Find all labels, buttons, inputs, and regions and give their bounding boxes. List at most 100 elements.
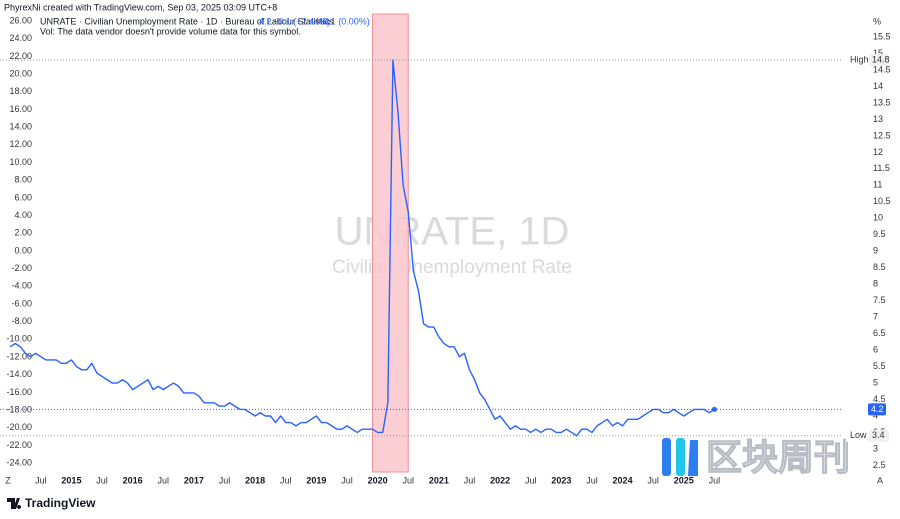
- x-tick-label: Jul: [341, 475, 353, 485]
- low-badge-bg: [869, 429, 889, 442]
- y-tick-label: -6.00: [11, 298, 32, 308]
- y-tick-label: 4.00: [14, 210, 32, 220]
- credit: PhyrexNi created with TradingView.com, S…: [4, 2, 277, 12]
- x-tick-label: 2025: [674, 475, 694, 485]
- y2-unit: %: [873, 16, 881, 26]
- y-tick-label: 14.00: [9, 122, 32, 132]
- series-line: [9, 59, 715, 437]
- x-tick-label: 2022: [490, 475, 510, 485]
- y2-tick-label: 2.5: [873, 460, 886, 470]
- logo-bar: [676, 438, 685, 476]
- y-tick-label: 0.00: [14, 245, 32, 255]
- y2-tick-label: 14.5: [873, 64, 891, 74]
- y2-tick-label: 12.5: [873, 130, 891, 140]
- overlay-logo-text: 区块周刊: [706, 437, 850, 478]
- price: 4.2: [259, 16, 272, 26]
- last-point: [711, 406, 717, 412]
- x-tick-label: Jul: [464, 475, 476, 485]
- x-tick-label: 2019: [306, 475, 326, 485]
- y-tick-label: -12.00: [6, 351, 32, 361]
- overlay-logo: 区块周刊: [662, 436, 851, 478]
- volume-note: Vol: The data vendor doesn't provide vol…: [40, 26, 301, 36]
- y2-tick-label: 10: [873, 213, 883, 223]
- y-tick-label: 16.00: [9, 104, 32, 114]
- x-tick-label: Jul: [709, 475, 721, 485]
- low-badge-value: 3.4: [872, 430, 885, 440]
- y-tick-label: 10.00: [9, 157, 32, 167]
- y2-tick-label: 9.5: [873, 229, 886, 239]
- brand-text: TradingView: [25, 496, 96, 510]
- y2-tick-label: 10.5: [873, 196, 891, 206]
- y-tick-label: 20.00: [9, 68, 32, 78]
- y2-tick-label: 15: [873, 48, 883, 58]
- logo-bar: [662, 438, 671, 476]
- y-tick-label: -10.00: [6, 334, 32, 344]
- high-badge-label: High: [850, 55, 869, 65]
- x-tick-label: 2020: [368, 475, 388, 485]
- y-tick-label: -14.00: [6, 369, 32, 379]
- x-tick-label: 2023: [551, 475, 571, 485]
- y2-tick-label: 6.5: [873, 328, 886, 338]
- x-tick-label: 2024: [613, 475, 633, 485]
- y-tick-label: -20.00: [6, 422, 32, 432]
- y2-tick-label: 9: [873, 246, 878, 256]
- button-a[interactable]: A: [877, 475, 883, 485]
- y2-tick-label: 3: [873, 443, 878, 453]
- x-tick-label: Jul: [525, 475, 537, 485]
- y2-tick-label: 4.5: [873, 394, 886, 404]
- symbol: UNRATE · Civilian Unemployment Rate · 1D…: [40, 16, 334, 26]
- watermark-title: UNRATE, 1D: [335, 210, 570, 254]
- y-tick-label: 22.00: [9, 51, 32, 61]
- y-tick-label: -4.00: [11, 281, 32, 291]
- y2-tick-label: 5.5: [873, 361, 886, 371]
- y-tick-label: -24.00: [6, 458, 32, 468]
- high-badge-bg: [869, 54, 889, 67]
- y-tick-label: 26.00: [9, 15, 32, 25]
- watermark: UNRATE, 1D Civilian Unemployment Rate: [332, 210, 572, 278]
- y2-tick-label: 13.5: [873, 97, 891, 107]
- y-tick-label: -2.00: [11, 263, 32, 273]
- plot-area: 26.00 24.00 22.00 20.00 18.00 16.00 14.00 12.00…: [0, 13, 891, 485]
- y2-tick-label: 14: [873, 81, 883, 91]
- x-tick-label: Jul: [96, 475, 108, 485]
- y-tick-label: 2.00: [14, 228, 32, 238]
- y2-tick-label: 7.5: [873, 295, 886, 305]
- y2-tick-label: 13: [873, 114, 883, 124]
- y-tick-label: 18.00: [9, 86, 32, 96]
- button-z[interactable]: Z: [5, 475, 11, 485]
- y-tick-label: 8.00: [14, 175, 32, 185]
- x-tick-label: Jul: [280, 475, 292, 485]
- last-badge-bg: [868, 403, 886, 416]
- y2-tick-label: 6: [873, 344, 878, 354]
- y2-tick-label: 11: [873, 180, 882, 190]
- watermark-subtitle: Civilian Unemployment Rate: [332, 257, 572, 278]
- y-tick-label: 12.00: [9, 139, 32, 149]
- y-tick-label: 6.00: [14, 192, 32, 202]
- x-tick-label: Jul: [647, 475, 659, 485]
- low-badge-label: Low: [850, 430, 867, 440]
- x-tick-label: Jul: [158, 475, 170, 485]
- y2-tick-label: 5: [873, 377, 878, 387]
- x-tick-label: Jul: [219, 475, 231, 485]
- last-badge-value: 4.2: [871, 404, 884, 414]
- y2-tick-label: 7: [873, 312, 878, 322]
- y2-tick-label: 8.5: [873, 262, 886, 272]
- y-tick-label: -18.00: [6, 404, 32, 414]
- y-tick-label: -22.00: [6, 440, 32, 450]
- y-tick-label: -16.00: [6, 387, 32, 397]
- change2: +0.1 (0.00%): [318, 16, 370, 26]
- x-tick-label: 2021: [429, 475, 449, 485]
- change: +0.1 (+2.44%): [273, 16, 330, 26]
- y2-tick-label: 11.5: [873, 163, 890, 173]
- high-badge-value: 14.8: [872, 55, 890, 65]
- low-badge-label-bg: [846, 429, 868, 442]
- y-tick-label: -8.00: [11, 316, 32, 326]
- x-tick-label: Jul: [35, 475, 47, 485]
- x-tick-label: 2016: [123, 475, 143, 485]
- logo-shape: [688, 440, 698, 476]
- y-tick-label: 24.00: [9, 33, 32, 43]
- x-tick-label: 2018: [245, 475, 265, 485]
- y2-tick-label: 8: [873, 279, 878, 289]
- brand: TradingView: [7, 496, 96, 510]
